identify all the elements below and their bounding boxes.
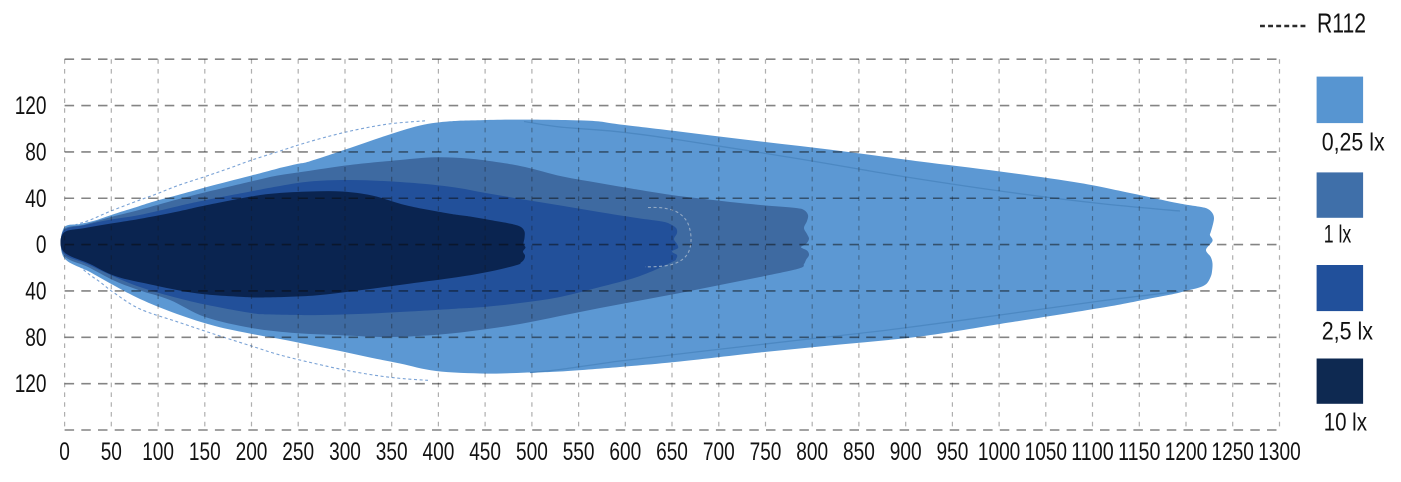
svg-text:800: 800 [796,438,828,466]
svg-text:0,25 lx: 0,25 lx [1322,129,1385,157]
svg-text:250: 250 [282,438,314,466]
svg-text:80: 80 [25,324,46,352]
svg-text:550: 550 [563,438,595,466]
svg-text:1200: 1200 [1165,438,1207,466]
svg-text:0: 0 [36,231,47,259]
svg-text:1300: 1300 [1258,438,1300,466]
svg-text:1 lx: 1 lx [1324,221,1352,249]
svg-text:850: 850 [843,438,875,466]
svg-text:450: 450 [469,438,501,466]
svg-text:200: 200 [236,438,268,466]
svg-text:10 lx: 10 lx [1324,409,1368,437]
svg-text:0: 0 [59,438,70,466]
svg-text:1050: 1050 [1025,438,1067,466]
svg-text:50: 50 [101,438,122,466]
svg-text:1150: 1150 [1118,438,1160,466]
svg-text:1000: 1000 [978,438,1020,466]
svg-text:650: 650 [656,438,688,466]
svg-text:350: 350 [376,438,408,466]
svg-text:120: 120 [15,92,47,120]
svg-text:950: 950 [937,438,969,466]
svg-text:40: 40 [25,277,46,305]
svg-text:700: 700 [703,438,735,466]
svg-text:1250: 1250 [1212,438,1254,466]
svg-text:600: 600 [609,438,641,466]
svg-text:900: 900 [890,438,922,466]
svg-text:300: 300 [329,438,361,466]
svg-text:80: 80 [25,138,46,166]
svg-text:1100: 1100 [1071,438,1113,466]
svg-text:R112: R112 [1317,8,1366,39]
svg-text:750: 750 [750,438,782,466]
svg-text:120: 120 [15,370,47,398]
svg-text:500: 500 [516,438,548,466]
svg-text:40: 40 [25,185,46,213]
svg-text:100: 100 [142,438,174,466]
svg-text:2,5 lx: 2,5 lx [1322,318,1374,346]
svg-text:400: 400 [423,438,455,466]
svg-text:150: 150 [189,438,221,466]
